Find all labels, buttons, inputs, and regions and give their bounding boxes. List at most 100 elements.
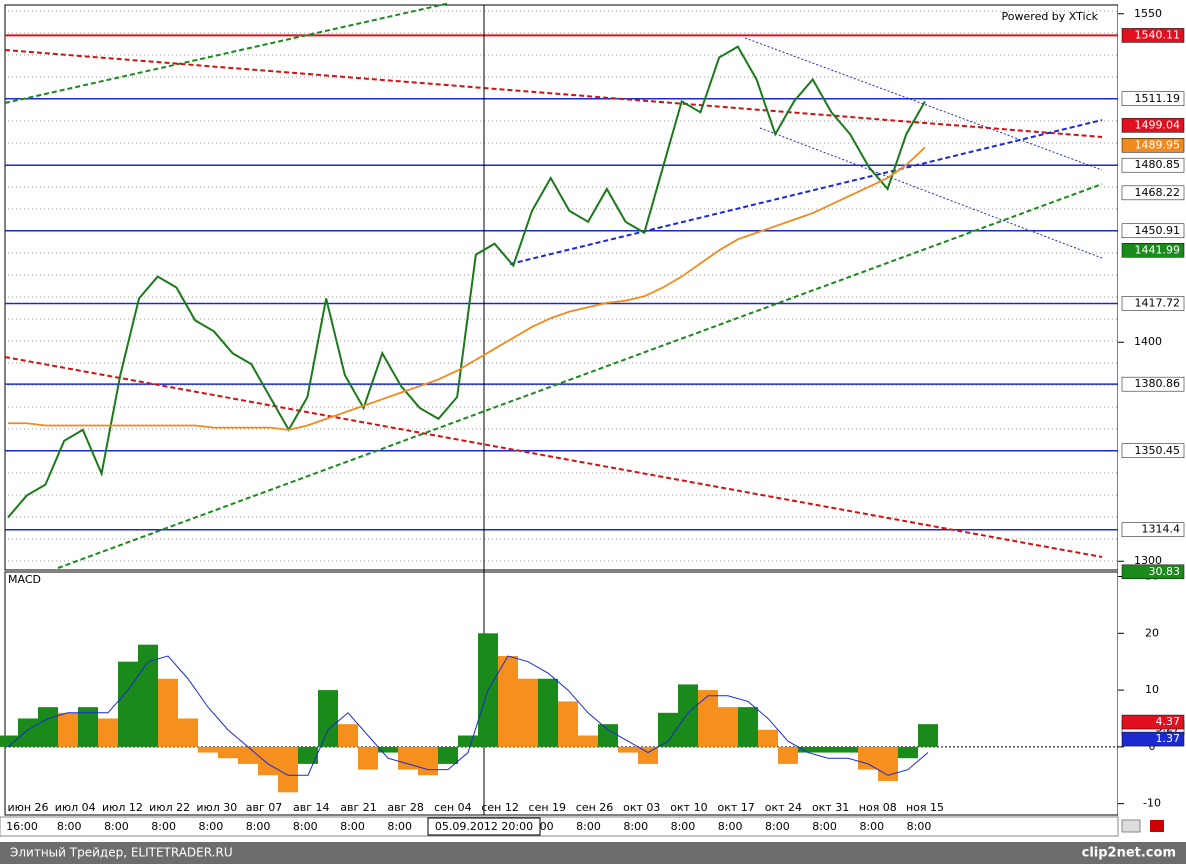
macd-bar <box>778 746 798 764</box>
level-tag <box>1121 443 1185 459</box>
level-label: 1489.95 <box>1135 138 1181 151</box>
close-button[interactable] <box>1150 820 1164 832</box>
date-label: авг 21 <box>340 801 377 814</box>
time-label: 8:00 <box>859 820 884 833</box>
time-label: 8:00 <box>387 820 412 833</box>
macd-bar <box>378 746 398 753</box>
watermark: Powered by XTick <box>1002 10 1099 23</box>
time-label: 8:00 <box>340 820 365 833</box>
level-tag <box>1121 296 1185 311</box>
macd-bar <box>198 746 218 753</box>
date-label: июн 26 <box>7 801 48 814</box>
macd-bar <box>318 690 338 747</box>
date-label: авг 07 <box>246 801 283 814</box>
time-label: 8:00 <box>765 820 790 833</box>
cursor-label: 05.09.2012 20:00 <box>435 820 533 833</box>
level-tag <box>1121 731 1185 747</box>
price-panel <box>4 4 1119 571</box>
date-label: окт 03 <box>623 801 660 814</box>
macd-bar <box>818 746 838 753</box>
price-line <box>7 45 926 519</box>
macd-bar <box>178 718 198 747</box>
time-label: 8:00 <box>198 820 223 833</box>
level-label: 1.37 <box>1156 732 1181 745</box>
macd-bar <box>638 746 658 764</box>
macd-bar <box>558 701 578 747</box>
scroll-button[interactable] <box>1121 819 1141 833</box>
date-label: июл 12 <box>102 801 143 814</box>
macd-bar <box>598 724 618 747</box>
y-tick-label: 1300 <box>1134 554 1162 567</box>
level-label: 1450.91 <box>1135 224 1181 237</box>
level-tag <box>1121 185 1185 201</box>
time-label: 8:00 <box>104 820 129 833</box>
level-tag <box>1121 714 1185 730</box>
trend-lines <box>4 2 1103 569</box>
macd-bar <box>278 746 298 793</box>
y-tick-label: 1400 <box>1134 335 1162 348</box>
y-tick-label: -10 <box>1143 797 1161 810</box>
y-tick-label: 1550 <box>1134 7 1162 20</box>
macd-bar <box>78 707 98 747</box>
level-label: 30.83 <box>1149 565 1181 578</box>
level-label: 1314.4 <box>1142 523 1181 536</box>
macd-bar <box>398 746 418 770</box>
macd-bar <box>798 746 818 753</box>
date-label: ноя 15 <box>906 801 944 814</box>
macd-bar <box>298 746 318 764</box>
date-label: сен 04 <box>434 801 472 814</box>
date-label: июл 22 <box>149 801 190 814</box>
footer-right: clip2net.com <box>1082 846 1176 861</box>
time-label: 8:00 <box>623 820 648 833</box>
footer-left: Элитный Трейдер, ELITETRADER.RU <box>10 846 233 860</box>
macd-bar <box>838 746 858 753</box>
time-label: 8:00 <box>293 820 318 833</box>
level-label: 1511.19 <box>1135 92 1181 105</box>
y-tick-label: 0 <box>1149 740 1156 753</box>
macd-bar <box>338 724 358 747</box>
macd-bar <box>438 746 458 764</box>
level-label: 4.37 <box>1156 715 1181 728</box>
level-tag <box>1121 376 1185 392</box>
level-label: 1417.72 <box>1135 296 1181 309</box>
macd-bar <box>418 746 438 776</box>
signal-line <box>7 655 929 776</box>
date-label: сен 19 <box>529 801 567 814</box>
macd-bar <box>218 746 238 759</box>
macd-bar <box>698 690 718 747</box>
date-label: окт 10 <box>670 801 707 814</box>
macd-label: MACD <box>8 573 41 586</box>
axis-layer: 1550 1400 1300 1540.11 1511.19 1499.04 1489.95… <box>1118 7 1185 810</box>
level-tag <box>1121 138 1185 153</box>
macd-bar <box>18 718 38 747</box>
macd-bar <box>0 735 18 747</box>
macd-bar <box>678 684 698 747</box>
level-label: 1480.85 <box>1135 158 1181 171</box>
macd-bar <box>138 644 158 747</box>
macd-bar <box>618 746 638 753</box>
level-label: 1499.04 <box>1135 118 1181 131</box>
macd-bar <box>658 712 678 747</box>
date-label: ноя 08 <box>859 801 897 814</box>
macd-bar <box>738 707 758 747</box>
time-label: 8:00 <box>57 820 82 833</box>
date-label: окт 24 <box>765 801 802 814</box>
macd-bar <box>38 707 58 747</box>
level-tag <box>1121 157 1185 173</box>
time-label: 8:00 <box>718 820 743 833</box>
time-label: 8:00 <box>246 820 271 833</box>
macd-label-bg <box>6 573 44 587</box>
macd-bar <box>898 746 918 759</box>
macd-bar <box>498 656 518 747</box>
macd-panel <box>4 571 1119 816</box>
y-tick-label: 10 <box>1145 683 1159 696</box>
cursor-box <box>427 817 541 836</box>
level-label: 1468.22 <box>1135 186 1181 199</box>
time-label: 16:00 <box>6 820 38 833</box>
macd-bar <box>58 712 78 747</box>
footer-bar <box>0 842 1186 864</box>
macd-bar <box>238 746 258 764</box>
level-label: 1380.86 <box>1135 377 1181 390</box>
level-label: 1441.99 <box>1135 243 1181 256</box>
